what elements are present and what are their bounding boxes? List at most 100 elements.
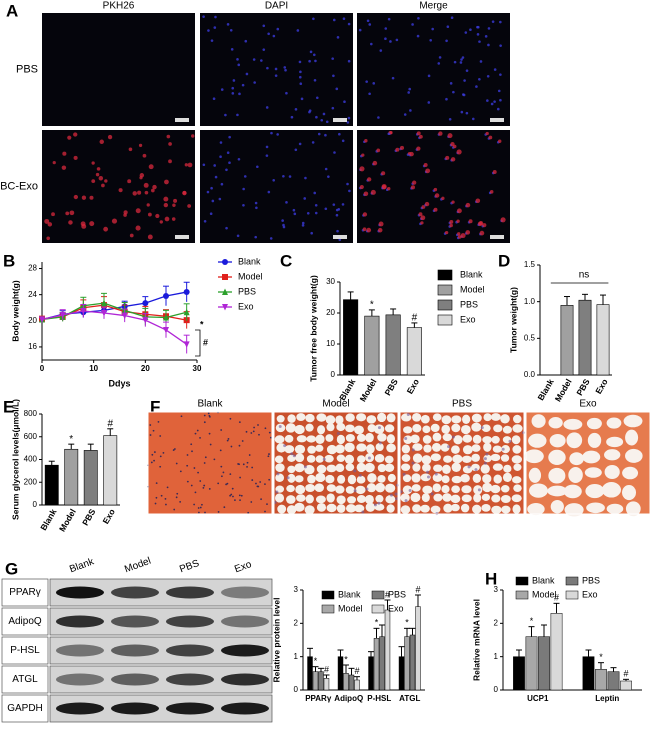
point	[222, 274, 228, 280]
panel-label: A	[6, 1, 18, 20]
exosome-signal	[138, 143, 143, 148]
nucleus	[242, 204, 245, 207]
legend-swatch	[437, 269, 453, 281]
nucleus	[274, 74, 278, 77]
nucleus	[226, 23, 230, 26]
stain	[404, 437, 408, 441]
exosome-signal	[187, 204, 192, 208]
adipocyte	[412, 504, 422, 513]
legend-label: Exo	[388, 603, 404, 613]
nucleus	[199, 480, 202, 482]
adipocyte	[431, 442, 442, 452]
adipocyte	[412, 443, 423, 451]
exosome-signal	[111, 218, 118, 224]
adipocyte	[451, 423, 461, 433]
point	[222, 259, 228, 265]
exosome-signal	[434, 193, 440, 198]
adipocyte	[274, 435, 285, 444]
exosome-signal	[433, 187, 438, 192]
stain	[447, 445, 451, 449]
blot-band	[166, 644, 214, 657]
adipocyte	[461, 485, 472, 494]
nucleus	[486, 74, 490, 78]
adipocyte	[325, 415, 336, 425]
exosome-signal	[142, 153, 147, 158]
nucleus	[242, 187, 245, 191]
nucleus	[445, 39, 448, 43]
adipocyte	[384, 463, 395, 472]
nucleus	[176, 492, 179, 495]
stain	[426, 470, 430, 474]
nucleus	[276, 133, 279, 136]
adipocyte	[345, 424, 355, 433]
nucleus	[389, 40, 392, 43]
adipocyte	[410, 492, 421, 503]
nucleus	[186, 454, 189, 456]
adipocyte	[481, 493, 491, 501]
nucleus	[313, 191, 317, 195]
adipocyte	[422, 425, 431, 434]
exosome-signal	[419, 134, 423, 139]
adipocyte	[375, 482, 385, 493]
adipocyte	[412, 424, 422, 433]
nucleus	[186, 480, 189, 483]
bar	[385, 314, 401, 376]
adipocyte	[483, 454, 492, 463]
nucleus	[208, 432, 211, 435]
nucleus	[299, 70, 302, 74]
adipocyte	[335, 444, 345, 454]
adipocyte	[460, 503, 470, 513]
stain	[395, 497, 399, 501]
exosome-signal	[400, 145, 405, 150]
x-tick-label: 20	[141, 364, 150, 373]
exosome-signal	[456, 219, 460, 223]
stain	[408, 489, 412, 493]
nucleus	[222, 471, 225, 474]
adipocyte	[432, 413, 442, 422]
legend-swatch	[437, 284, 453, 296]
point	[142, 300, 149, 307]
exosome-signal	[187, 162, 193, 168]
nucleus	[313, 79, 317, 82]
bar	[384, 609, 391, 691]
adipocyte	[584, 467, 602, 478]
nucleus	[203, 484, 206, 487]
bar	[513, 656, 525, 691]
point	[142, 317, 149, 324]
exosome-signal	[498, 139, 502, 143]
exosome-signal	[166, 134, 171, 139]
significance-marker: #	[385, 589, 390, 599]
nucleus	[191, 450, 193, 453]
nucleus	[173, 448, 176, 450]
nucleus	[225, 226, 228, 230]
stain	[501, 447, 505, 451]
adipocyte	[306, 454, 316, 463]
bar	[312, 671, 319, 691]
stain	[283, 444, 287, 448]
adipocyte	[365, 502, 376, 512]
adipocyte	[325, 474, 335, 484]
label-box	[1, 665, 49, 694]
adipocyte	[585, 484, 605, 499]
significance-marker: #	[354, 666, 359, 676]
exosome-signal	[104, 179, 108, 183]
adipocyte	[500, 414, 510, 424]
adipocyte	[432, 473, 443, 482]
nucleus	[427, 74, 431, 78]
adipocyte	[500, 494, 511, 504]
nucleus	[320, 118, 324, 122]
adipocyte	[305, 413, 315, 423]
nucleus	[264, 483, 266, 486]
legend-swatch	[437, 299, 453, 311]
exosome-signal	[449, 223, 453, 228]
bar	[596, 304, 610, 376]
adipocyte	[443, 455, 453, 463]
exosome-signal	[118, 188, 123, 193]
adipocyte	[315, 434, 325, 444]
nucleus	[387, 17, 391, 21]
nucleus	[486, 99, 489, 102]
adipocyte	[622, 485, 637, 501]
nucleus	[173, 508, 176, 511]
nucleus	[196, 429, 199, 432]
nucleus	[497, 89, 501, 93]
